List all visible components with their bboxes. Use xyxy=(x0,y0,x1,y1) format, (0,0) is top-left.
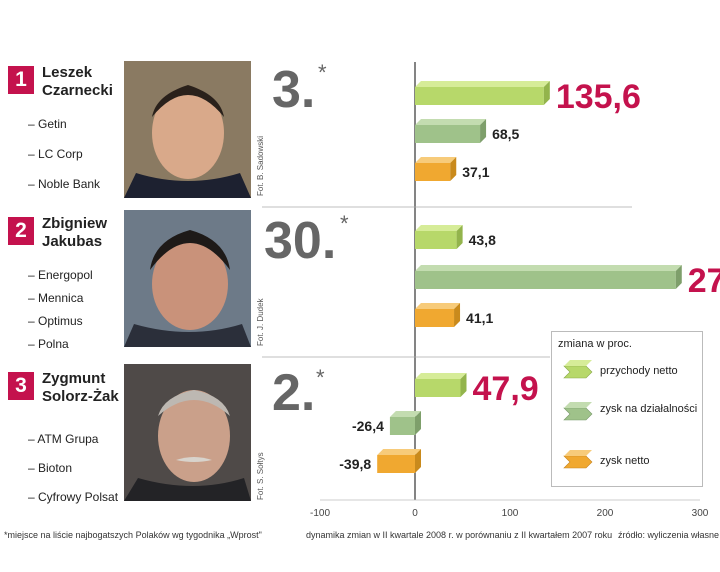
person-name-2: Zbigniew Jakubas xyxy=(42,215,142,251)
bar-value-label: -39,8 xyxy=(339,456,371,472)
portrait-photo-1 xyxy=(124,61,251,198)
company-label: – Bioton xyxy=(28,461,73,475)
legend-swatch-zysk-netto xyxy=(563,450,593,469)
bar-value-label: 135,6 xyxy=(556,78,641,116)
footnote-star: * xyxy=(316,365,325,390)
bar-4 xyxy=(415,225,463,249)
company-label: – Optimus xyxy=(28,314,83,328)
footnote: *miejsce na liście najbogatszych Polaków… xyxy=(4,530,262,540)
x-tick-label: -100 xyxy=(310,508,330,519)
bar-value-label: 274,5 xyxy=(688,262,720,300)
person-last-name: Jakubas xyxy=(42,233,103,250)
company-label: – Mennica xyxy=(28,291,84,305)
x-tick-label: 100 xyxy=(502,508,519,519)
legend-swatch-zysk-dzialalnosci xyxy=(563,402,593,421)
chart-caption: dynamika zmian w II kwartale 2008 r. w p… xyxy=(306,530,613,540)
person-first-name: Zygmunt xyxy=(42,370,106,387)
legend-swatches xyxy=(563,360,593,469)
person-name-3: Zygmunt Solorz-Żak xyxy=(42,370,142,406)
bar-value-label: 43,8 xyxy=(469,232,496,248)
company-label: – LC Corp xyxy=(28,147,83,161)
company-label: – ATM Grupa xyxy=(28,432,99,446)
person-name-1: Leszek Czarnecki xyxy=(42,64,142,100)
wealth-rank-1: 3. xyxy=(272,61,316,119)
bar-3 xyxy=(415,157,457,181)
person-first-name: Leszek xyxy=(42,64,93,81)
bar-7 xyxy=(415,373,467,397)
person-last-name: Solorz-Żak xyxy=(42,388,119,405)
x-tick-label: 200 xyxy=(597,508,614,519)
portrait-photo-3 xyxy=(124,364,251,501)
bar-6 xyxy=(415,303,461,327)
wealth-rank-3: 2. xyxy=(272,364,316,422)
legend-title: zmiana w proc. xyxy=(558,338,632,350)
company-label: – Getin xyxy=(28,117,67,131)
person-last-name: Czarnecki xyxy=(42,82,113,99)
bar-value-label: 41,1 xyxy=(466,310,493,326)
legend: zmiana w proc. przychody netto zysk na d… xyxy=(551,331,703,487)
portrait-photo-2 xyxy=(124,210,251,347)
bar-5 xyxy=(415,265,682,289)
company-label: – Energopol xyxy=(28,268,93,282)
bar-9 xyxy=(377,449,421,473)
bar-value-label: 37,1 xyxy=(462,164,489,180)
rank-badge-1: 1 xyxy=(8,66,34,94)
legend-item: przychody netto xyxy=(600,365,678,377)
rank-badge-2: 2 xyxy=(8,217,34,245)
bar-value-label: 47,9 xyxy=(473,370,539,408)
bar-2 xyxy=(415,119,487,143)
footnote-star: * xyxy=(340,211,349,236)
company-label: – Polna xyxy=(28,337,69,351)
rank-badge-3: 3 xyxy=(8,372,34,400)
bar-1 xyxy=(415,81,550,105)
legend-item: zysk netto xyxy=(600,455,650,467)
x-tick-label: 0 xyxy=(412,508,418,519)
person-first-name: Zbigniew xyxy=(42,215,107,232)
source-note: źródło: wyliczenia własne xyxy=(618,530,720,540)
bar-value-label: 68,5 xyxy=(492,126,519,142)
company-label: – Noble Bank xyxy=(28,177,101,191)
x-tick-label: 300 xyxy=(692,508,709,519)
bar-value-label: -26,4 xyxy=(352,418,384,434)
company-label: – Cyfrowy Polsat xyxy=(28,490,119,504)
footnote-star: * xyxy=(318,60,327,85)
wealth-rank-2: 30. xyxy=(264,212,337,270)
bar-8 xyxy=(389,411,421,435)
legend-item: zysk na działalności xyxy=(600,403,698,415)
legend-swatch-przychody xyxy=(563,360,593,379)
